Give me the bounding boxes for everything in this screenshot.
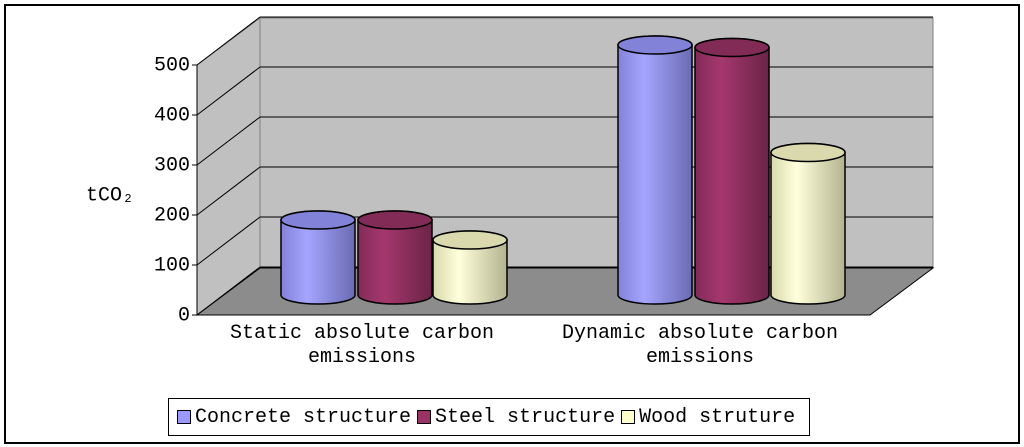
legend: Concrete structure Steel structure Wood st… bbox=[168, 398, 811, 436]
cylinder-body bbox=[770, 142, 846, 305]
grid-line bbox=[196, 66, 261, 116]
legend-label: Concrete structure bbox=[195, 405, 412, 429]
y-tick-label: 0 bbox=[178, 304, 190, 327]
side-wall bbox=[196, 17, 261, 316]
legend-label: Steel structure bbox=[435, 405, 616, 429]
y-tick-label: 300 bbox=[154, 154, 190, 177]
cylinder bbox=[432, 230, 508, 305]
legend-swatch bbox=[621, 410, 636, 424]
grid-line bbox=[196, 16, 261, 66]
cylinder-top bbox=[770, 142, 846, 163]
legend-item: Concrete structure bbox=[177, 406, 411, 429]
y-tick-label: 400 bbox=[154, 104, 190, 127]
cylinder bbox=[357, 210, 433, 305]
cylinder-top bbox=[280, 210, 356, 230]
y-tick-label: 100 bbox=[154, 254, 190, 277]
cylinder-top bbox=[432, 230, 508, 250]
legend-item: Wood struture bbox=[621, 406, 795, 429]
cylinder-body bbox=[617, 35, 693, 305]
legend-swatch bbox=[417, 410, 432, 424]
cylinder-top bbox=[694, 37, 770, 58]
x-category-label: Dynamic absolute carbon emissions bbox=[561, 322, 839, 369]
cylinder-body bbox=[694, 37, 770, 305]
x-category-label: Static absolute carbon emissions bbox=[229, 322, 495, 369]
grid-line bbox=[196, 216, 261, 266]
grid-line bbox=[196, 116, 261, 166]
grid-line bbox=[196, 166, 261, 216]
legend-swatch bbox=[177, 410, 191, 424]
chart-frame bbox=[4, 4, 1020, 444]
legend-label: Wood struture bbox=[639, 405, 796, 429]
cylinder bbox=[617, 35, 693, 305]
legend-item: Steel structure bbox=[417, 406, 615, 429]
y-axis-label: tCO₂ bbox=[86, 184, 134, 207]
y-tick-label: 200 bbox=[154, 204, 190, 227]
grid-line bbox=[196, 266, 261, 316]
cylinder bbox=[694, 37, 770, 305]
cylinder bbox=[770, 142, 846, 305]
cylinder-top bbox=[357, 210, 433, 230]
cylinder bbox=[280, 210, 356, 305]
y-tick-label: 500 bbox=[154, 54, 190, 77]
cylinder-top bbox=[617, 35, 693, 55]
